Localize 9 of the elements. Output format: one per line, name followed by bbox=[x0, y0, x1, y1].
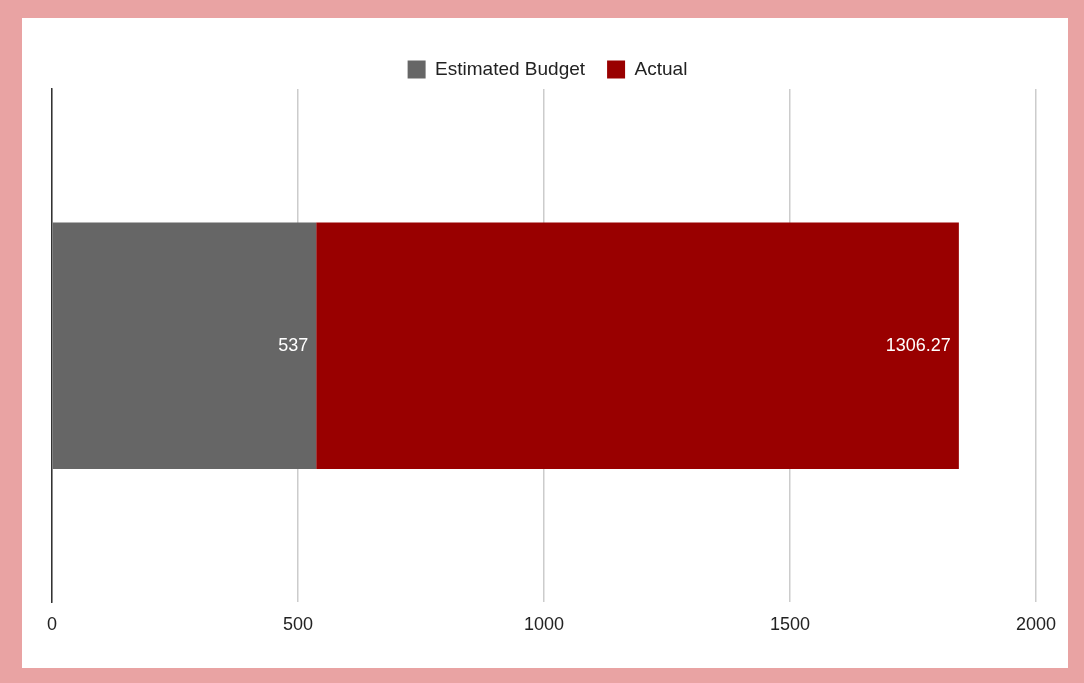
data-label: 537 bbox=[278, 334, 309, 355]
x-tick-label: 1500 bbox=[769, 614, 811, 635]
legend-label: Actual bbox=[634, 57, 688, 79]
x-tick-label: 1000 bbox=[523, 614, 565, 635]
x-tick-label: 2000 bbox=[1015, 614, 1056, 635]
data-label: 1306.27 bbox=[885, 334, 951, 355]
x-tick-label: 0 bbox=[46, 614, 58, 635]
legend-label: Estimated Budget bbox=[435, 57, 586, 79]
x-tick-label: 500 bbox=[282, 614, 314, 635]
